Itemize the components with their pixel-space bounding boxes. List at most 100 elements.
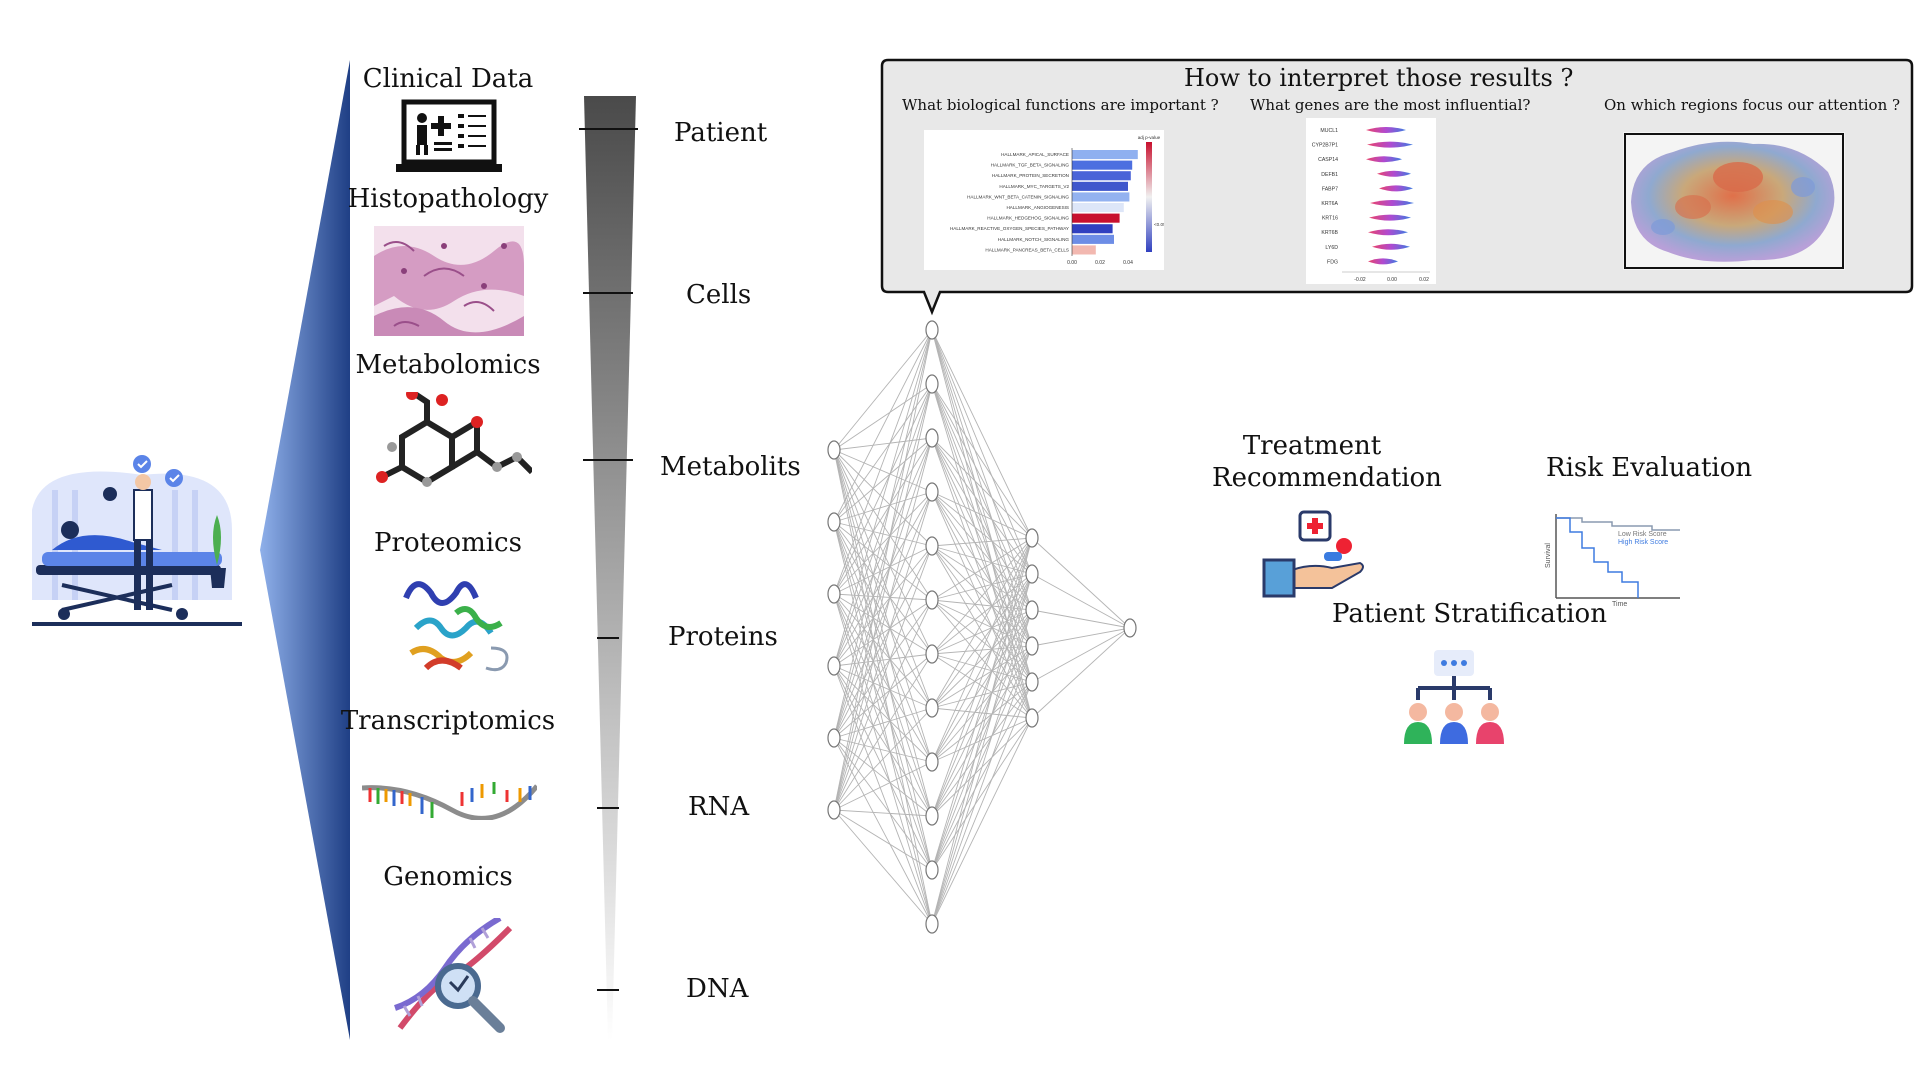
nn-edge (833, 545, 933, 811)
pathway-x-tick: 0.00 (1067, 260, 1077, 266)
nn-edge (931, 609, 1033, 655)
nn-edge (931, 609, 1033, 871)
nn-node-layer0 (827, 512, 841, 532)
nn-edge (931, 573, 1033, 601)
gene-swarm (1377, 170, 1411, 177)
nn-edge (931, 681, 1033, 925)
nn-edge (931, 573, 1033, 763)
gene-swarm (1372, 243, 1410, 250)
pvalue-legend-title: adj p-value (1138, 135, 1161, 140)
nn-edge (1031, 609, 1131, 629)
nn-edge (833, 329, 933, 811)
nn-edge (833, 491, 933, 739)
nn-edge (833, 809, 933, 925)
modality-fan (260, 60, 350, 1040)
pathway-category-label: HALLMARK_WNT_BETA_CATENIN_SIGNALING (967, 194, 1069, 199)
nn-edge (833, 491, 933, 595)
nn-node-layer1 (925, 698, 939, 718)
level-label-rna: RNA (688, 792, 750, 822)
pathway-category-label: HALLMARK_PANCREAS_BETA_CELLS (985, 247, 1069, 252)
nn-edge (931, 437, 1033, 575)
pathway-bar (1072, 234, 1114, 244)
gene-label: KRT16 (1322, 216, 1338, 222)
nn-edge (833, 737, 933, 871)
gene-x-tick: 0.02 (1419, 277, 1429, 283)
gene-swarm (1368, 258, 1398, 265)
nn-edge (931, 537, 1033, 763)
nn-edge (931, 573, 1033, 655)
nn-edge (931, 329, 1033, 539)
nn-edge (833, 383, 933, 451)
pathway-category-label: HALLMARK_HEDGEHOG_SIGNALING (987, 216, 1069, 221)
nn-edge (833, 383, 933, 523)
nn-edge (833, 545, 933, 667)
nn-edge (931, 491, 1033, 575)
nn-node-layer1 (925, 428, 939, 448)
nn-node-layer2 (1025, 672, 1039, 692)
nn-node-layer1 (925, 320, 939, 340)
nn-node-layer2 (1025, 600, 1039, 620)
nn-edge (833, 653, 933, 739)
modality-label-genomics: Genomics (383, 862, 513, 892)
gene-label: KRT6B (1321, 230, 1338, 236)
km-legend-low: Low Risk Score (1618, 531, 1667, 538)
nn-node-layer0 (827, 728, 841, 748)
nn-edge (931, 573, 1033, 709)
nn-node-layer1 (925, 536, 939, 556)
gene-label: FDG (1327, 259, 1338, 265)
nn-edges (833, 329, 1131, 925)
gene-swarm (1369, 214, 1411, 221)
gene-label: FABP7 (1322, 186, 1338, 192)
nn-node-layer2 (1025, 636, 1039, 656)
nn-edge (1031, 627, 1131, 719)
nn-edge (833, 665, 933, 871)
nn-edge (931, 609, 1033, 763)
nn-edge (833, 737, 933, 817)
pathway-bar (1072, 203, 1124, 213)
patient-stratification-icon (1404, 650, 1504, 744)
modality-label-transcripto: Transcriptomics (340, 706, 556, 736)
nn-edge (931, 573, 1033, 871)
level-label-dna: DNA (686, 974, 749, 1004)
nn-edge (833, 437, 933, 451)
gene-label: LY6D (1325, 245, 1338, 251)
nn-node-layer1 (925, 914, 939, 934)
nn-node-layer1 (925, 590, 939, 610)
pathway-category-label: HALLMARK_ANGIOGENESIS (1006, 205, 1069, 210)
level-label-cells: Cells (686, 280, 752, 310)
modality-label-clinical: Clinical Data (362, 64, 534, 94)
nn-edge (833, 329, 933, 523)
nn-edge (833, 665, 933, 925)
nn-node-layer1 (925, 374, 939, 394)
nn-edge (833, 437, 933, 523)
outcome-stratification: Patient Stratification (1332, 599, 1607, 629)
nn-node-layer2 (1025, 564, 1039, 584)
nn-edge (833, 665, 933, 709)
nn-edge (931, 537, 1033, 871)
gene-swarm (1379, 185, 1413, 192)
nn-edge (833, 491, 933, 523)
rna-strand-icon (362, 782, 537, 820)
nn-node-layer2 (1025, 708, 1039, 728)
pathway-bar-chart: HALLMARK_APICAL_SURFACE HALLMARK_TGF_BETA… (924, 130, 1164, 270)
biological-scale-bar (584, 96, 636, 1041)
nn-node-layer0 (827, 584, 841, 604)
outcome-risk: Risk Evaluation (1546, 453, 1753, 483)
callout-title: How to interpret those results ? (1184, 64, 1574, 92)
nn-edge (833, 665, 933, 763)
modality-label-histo: Histopathology (347, 184, 549, 214)
gene-swarm (1366, 156, 1402, 163)
nn-edge (833, 329, 933, 739)
nn-edge (931, 537, 1033, 601)
metabolite-molecule-icon (376, 392, 532, 487)
nn-edge (833, 437, 933, 811)
pathway-category-label: HALLMARK_APICAL_SURFACE (1001, 152, 1069, 157)
pathway-bar (1072, 150, 1138, 160)
nn-edge (931, 383, 1033, 539)
gene-importance-chart: MUCL1 CYP2B7P1 CASP14 DEFB1 FABP7 KRT6A KRT16 K… (1306, 118, 1436, 284)
gene-x-tick: -0.02 (1354, 277, 1366, 283)
nn-edge (1031, 573, 1131, 629)
nn-edge (931, 573, 1033, 925)
nn-edge (833, 653, 933, 667)
nn-edge (931, 717, 1033, 871)
